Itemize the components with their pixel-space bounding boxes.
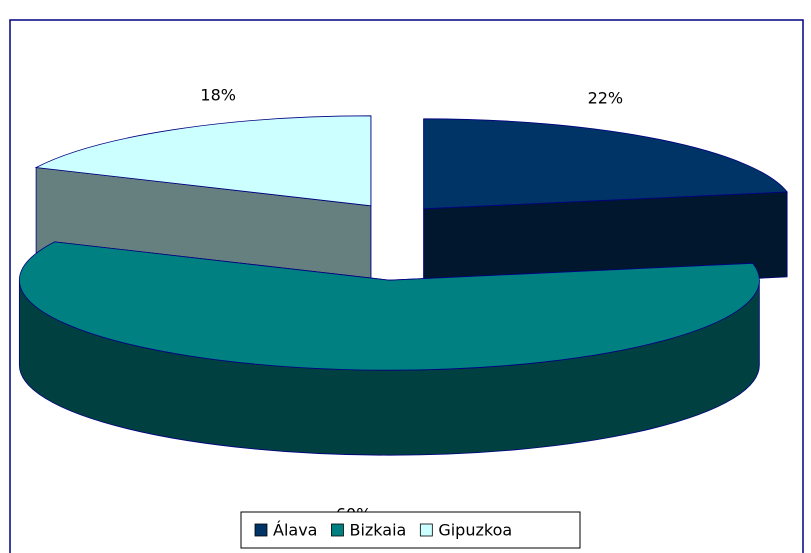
pie-slice-top — [18, 241, 760, 371]
legend-label: Álava — [273, 521, 317, 540]
data-label: 22% — [588, 88, 624, 107]
legend-label: Gipuzkoa — [438, 521, 512, 540]
legend-label: Bizkaia — [349, 521, 406, 540]
legend-swatch — [254, 523, 268, 537]
pie-slice-top — [423, 118, 788, 210]
pie-slice — [18, 241, 760, 456]
data-label: 18% — [200, 85, 236, 104]
legend-swatch — [331, 523, 344, 537]
pie-slice-top — [34, 115, 372, 207]
legend-swatch — [419, 523, 433, 537]
legend-box — [240, 511, 581, 549]
